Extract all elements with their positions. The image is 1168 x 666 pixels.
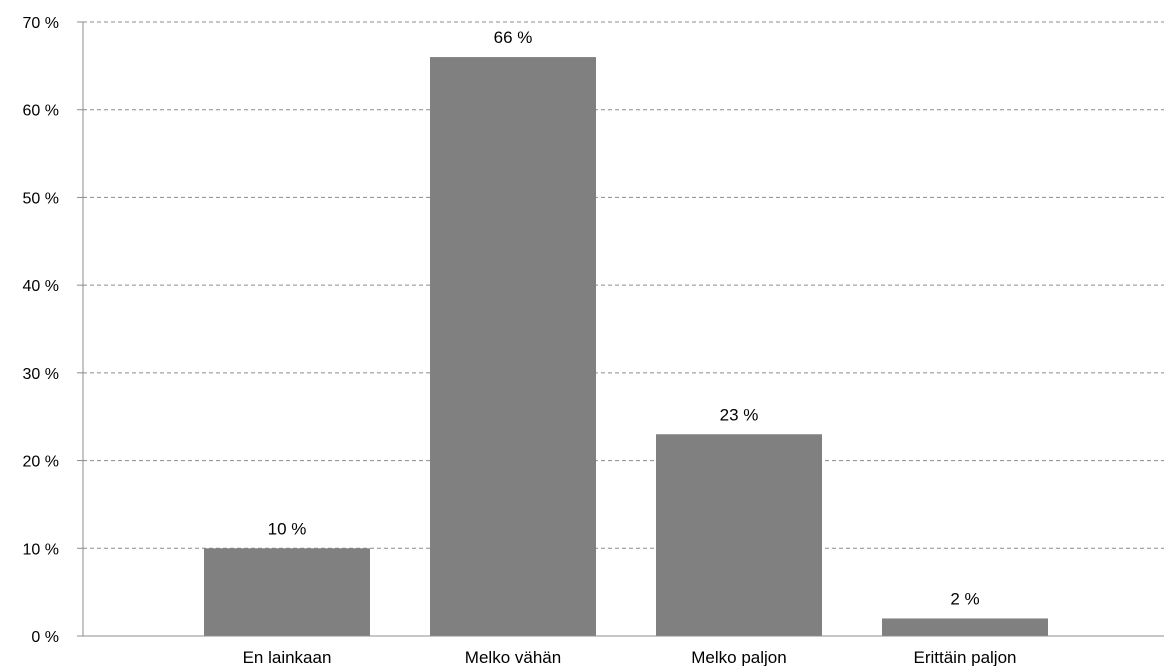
bar <box>656 434 822 636</box>
y-tick-label: 60 % <box>23 103 59 120</box>
bars <box>204 57 1048 637</box>
y-tick-label: 40 % <box>23 278 59 295</box>
y-tick-label: 30 % <box>23 366 59 383</box>
x-category-label: En lainkaan <box>243 648 332 666</box>
x-category-label: Erittäin paljon <box>913 648 1016 666</box>
y-tick-label: 50 % <box>23 190 59 207</box>
bar <box>204 548 370 636</box>
y-tick-label: 10 % <box>23 541 59 558</box>
x-category-label: Melko paljon <box>691 648 786 666</box>
y-tick-label: 0 % <box>31 629 59 646</box>
data-label: 66 % <box>494 28 533 47</box>
data-label: 23 % <box>720 405 759 424</box>
labels: 0 % 10 % 20 % 30 % 40 % 50 % 60 % 70 % 10 % En la… <box>23 15 1017 666</box>
axes <box>77 21 1164 637</box>
data-label: 2 % <box>950 589 979 608</box>
y-tick-label: 20 % <box>23 454 59 471</box>
y-tick-label: 70 % <box>23 15 59 32</box>
gridlines <box>83 21 1164 549</box>
data-label: 10 % <box>268 519 307 538</box>
bar <box>430 57 596 637</box>
x-category-label: Melko vähän <box>465 648 561 666</box>
bar <box>882 618 1048 636</box>
